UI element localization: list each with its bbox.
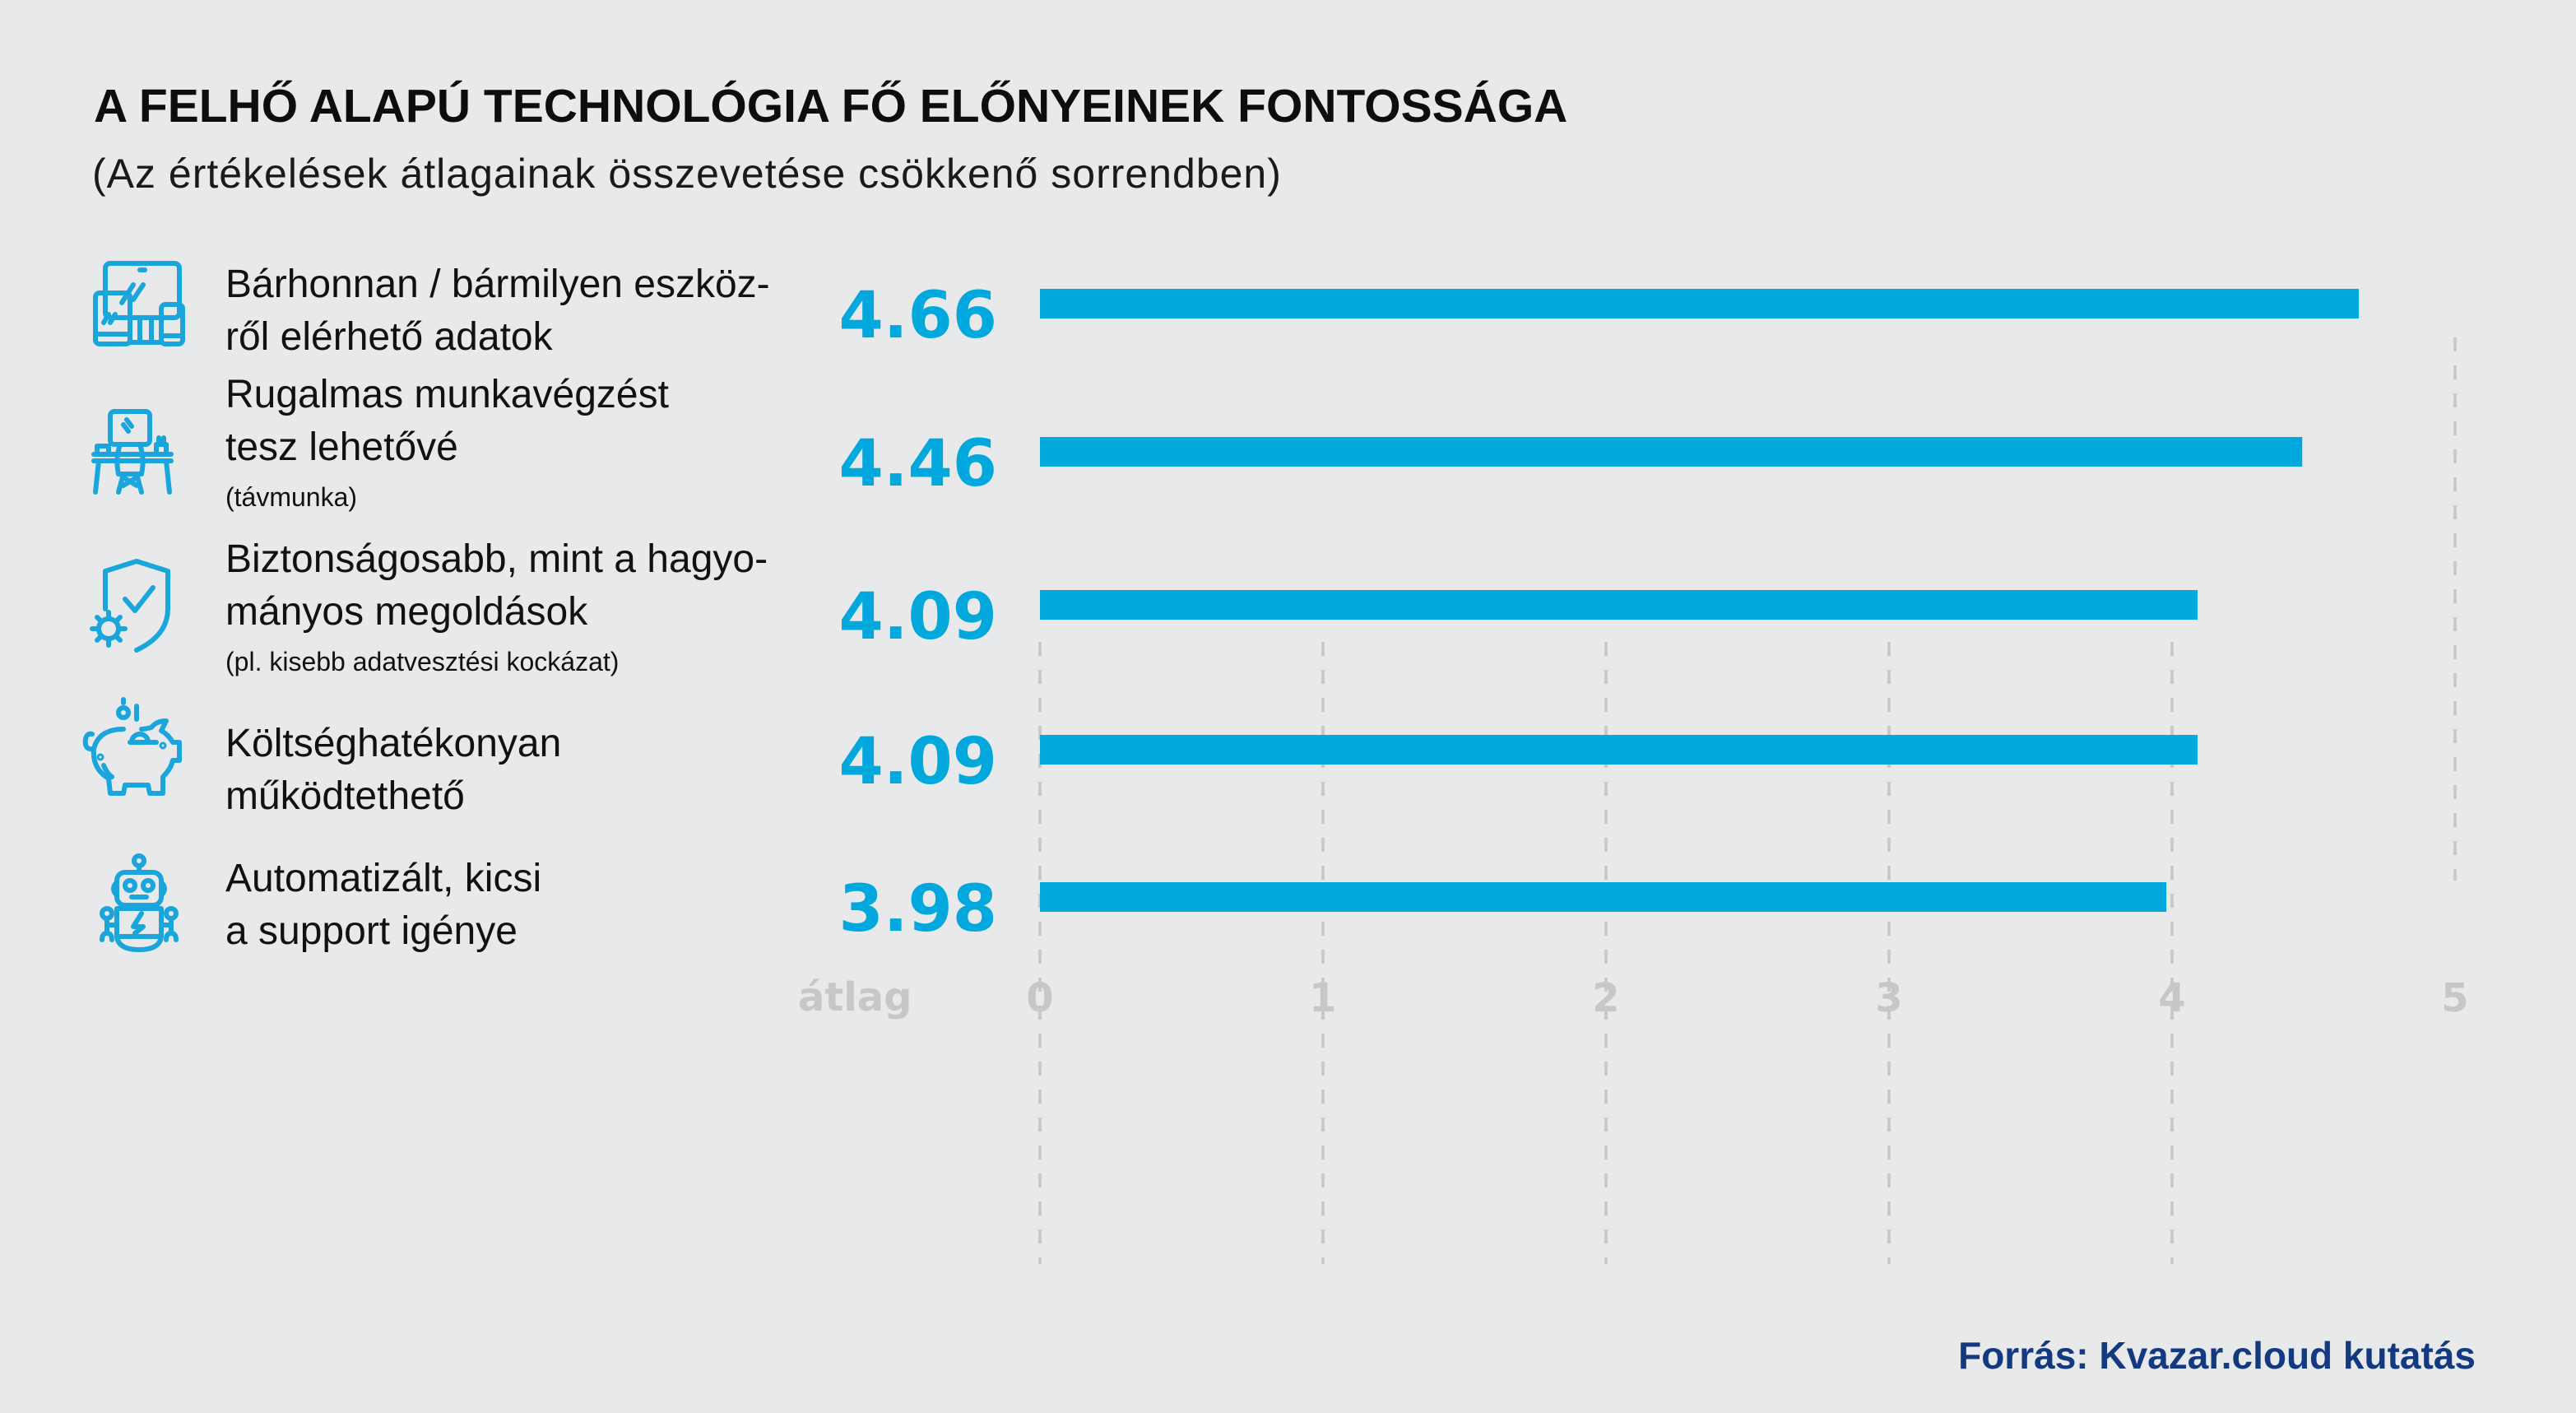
category-label-line: tesz lehetővé [225,425,458,469]
x-tick-label: 2 [1592,975,1619,1021]
bar [1040,735,2198,765]
devices-icon [92,260,188,347]
category-label-line: Automatizált, kicsi [225,857,542,900]
category-label: Biztonságosabb, mint a hagyo- mányos meg… [225,533,768,685]
category-label-line: Költséghatékonyan [225,722,562,765]
x-tick-label: 5 [2441,975,2468,1021]
category-note: (pl. kisebb adatvesztési kockázat) [225,647,620,676]
source-credit: Forrás: Kvazar.cloud kutatás [1958,1334,2476,1377]
remote-work-desk-icon [91,408,174,495]
category-label-line: Biztonságosabb, mint a hagyo- [225,537,768,581]
category-label: Rugalmas munkavégzést tesz lehetővé (táv… [225,369,669,520]
category-label: Bárhonnan / bármilyen eszköz- ről elérhe… [225,258,770,364]
value-label: 3.98 [839,872,997,946]
value-label: 4.66 [839,279,997,353]
category-label-line: működtethető [225,774,465,818]
value-label: 4.09 [839,725,997,799]
value-label: 4.46 [839,427,997,501]
category-label-line: ről elérhető adatok [225,315,553,359]
shield-check-gear-icon [89,559,174,653]
category-label: Automatizált, kicsi a support igénye [225,853,541,958]
category-label: Költséghatékonyan működtethető [225,718,561,823]
value-label: 4.09 [839,580,997,654]
x-tick-label: 1 [1309,975,1336,1021]
x-axis-label: átlag [798,974,912,1020]
piggy-bank-icon [81,697,183,798]
robot-icon [99,853,179,953]
chart-title: A FELHŐ ALAPÚ TECHNOLÓGIA FŐ ELŐNYEINEK … [94,80,1568,132]
bar [1040,590,2198,620]
bar [1040,289,2360,318]
bar [1040,882,2167,912]
chart-subtitle: (Az értékelések átlagainak összevetése c… [92,151,1282,197]
category-label-line: mányos megoldások [225,590,588,634]
x-tick-label: 3 [1875,975,1902,1021]
category-label-line: Bárhonnan / bármilyen eszköz- [225,263,770,306]
x-tick-label: 0 [1026,975,1053,1021]
category-label-line: a support igénye [225,909,518,953]
category-label-line: Rugalmas munkavégzést [225,373,669,416]
bar [1040,437,2303,467]
x-tick-label: 4 [2158,975,2185,1021]
category-note: (távmunka) [225,482,358,512]
